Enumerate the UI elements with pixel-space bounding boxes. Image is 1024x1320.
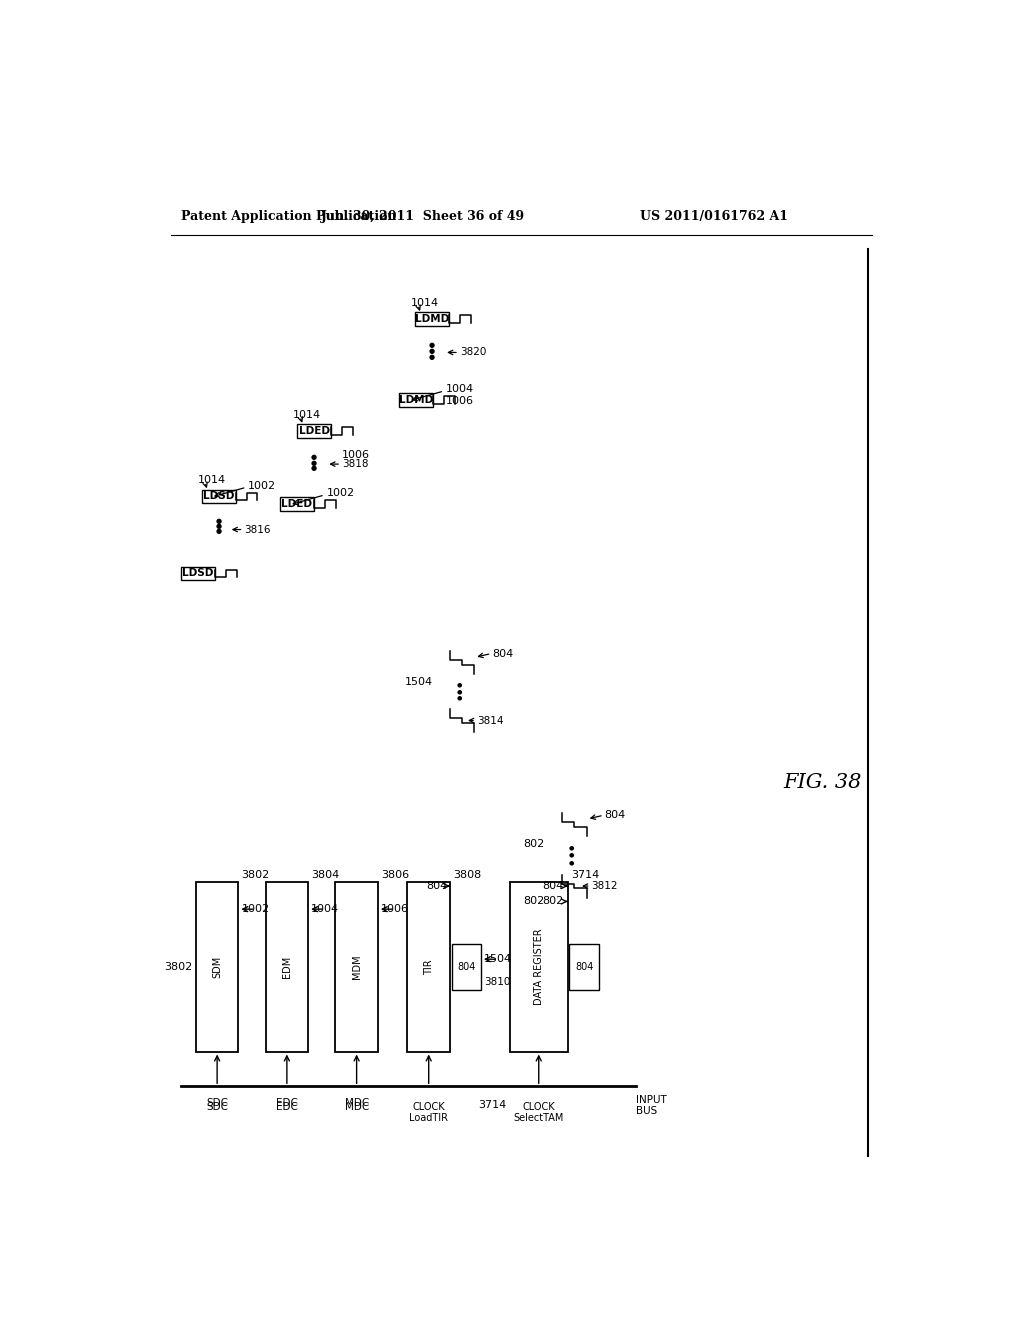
Text: ●: ●: [429, 354, 435, 359]
Text: SDC: SDC: [206, 1098, 228, 1107]
Text: LDMD: LDMD: [415, 314, 449, 325]
Text: 3818: 3818: [342, 459, 369, 469]
Text: Patent Application Publication: Patent Application Publication: [180, 210, 396, 223]
Text: ●: ●: [429, 342, 435, 348]
Text: 1002: 1002: [327, 488, 354, 499]
Text: 1006: 1006: [381, 904, 409, 915]
Text: MDC: MDC: [344, 1102, 369, 1111]
Text: 3806: 3806: [381, 870, 410, 879]
Text: DATA REGISTER: DATA REGISTER: [534, 928, 544, 1006]
Text: SDC: SDC: [206, 1102, 228, 1111]
Text: 1504: 1504: [404, 677, 432, 686]
Bar: [202, 490, 236, 503]
Text: 1006: 1006: [445, 396, 474, 407]
Text: 3802: 3802: [165, 962, 193, 972]
Text: 802: 802: [523, 838, 545, 849]
Bar: [297, 424, 331, 438]
Text: FIG. 38: FIG. 38: [783, 772, 861, 792]
Bar: [569, 944, 599, 990]
Text: 804: 804: [426, 880, 447, 891]
Text: US 2011/0161762 A1: US 2011/0161762 A1: [640, 210, 787, 223]
Text: 1004: 1004: [311, 904, 339, 915]
Text: ●: ●: [216, 528, 222, 533]
Bar: [510, 882, 568, 1052]
Bar: [408, 882, 450, 1052]
Text: 1002: 1002: [242, 904, 269, 915]
Text: LDED: LDED: [282, 499, 312, 510]
Text: ●: ●: [568, 861, 574, 866]
Text: 1504: 1504: [484, 954, 512, 964]
Text: 3820: 3820: [460, 347, 486, 358]
Text: SelectTAM: SelectTAM: [514, 1113, 564, 1123]
Bar: [280, 498, 314, 511]
Text: EDM: EDM: [282, 956, 292, 978]
Text: 3714: 3714: [571, 870, 599, 879]
Text: 3810: 3810: [484, 977, 511, 987]
Text: 1006: 1006: [342, 450, 370, 459]
Text: ●: ●: [429, 348, 435, 354]
Text: 3814: 3814: [477, 715, 503, 726]
Text: ●: ●: [568, 853, 574, 858]
Text: ●: ●: [568, 845, 574, 850]
Text: 804: 804: [604, 810, 626, 820]
Text: ●: ●: [311, 466, 317, 471]
Bar: [180, 566, 215, 581]
Text: MDC: MDC: [344, 1098, 369, 1107]
Text: LDMD: LDMD: [399, 395, 433, 405]
Bar: [335, 882, 378, 1052]
Bar: [399, 393, 433, 407]
Text: LDSD: LDSD: [203, 491, 234, 502]
Text: 804: 804: [542, 880, 563, 891]
Text: ●: ●: [456, 689, 462, 694]
Bar: [265, 882, 308, 1052]
Text: ●: ●: [311, 459, 317, 466]
Text: Jun. 30, 2011  Sheet 36 of 49: Jun. 30, 2011 Sheet 36 of 49: [321, 210, 524, 223]
Text: 3804: 3804: [311, 870, 340, 879]
Bar: [415, 313, 449, 326]
Text: SDM: SDM: [212, 956, 222, 978]
Text: ●: ●: [216, 519, 222, 524]
Text: MDM: MDM: [351, 954, 361, 979]
Text: LoadTIR: LoadTIR: [410, 1113, 449, 1123]
Text: 802: 802: [542, 896, 563, 907]
Text: 1014: 1014: [293, 409, 322, 420]
Text: 804: 804: [457, 962, 475, 972]
Text: 804: 804: [493, 648, 513, 659]
Text: 3802: 3802: [242, 870, 269, 879]
Text: 1014: 1014: [411, 298, 439, 308]
Text: ●: ●: [456, 696, 462, 701]
Text: 802: 802: [523, 896, 545, 907]
Text: LDED: LDED: [299, 426, 330, 436]
Text: 3714: 3714: [478, 1101, 507, 1110]
Text: CLOCK: CLOCK: [413, 1102, 445, 1111]
Text: 3812: 3812: [592, 880, 617, 891]
Text: 3816: 3816: [245, 524, 270, 535]
Text: 3808: 3808: [453, 870, 481, 879]
Text: ●: ●: [456, 682, 462, 688]
Bar: [452, 944, 481, 990]
Bar: [196, 882, 239, 1052]
Text: 1002: 1002: [248, 480, 276, 491]
Text: EDC: EDC: [275, 1102, 298, 1111]
Text: 1004: 1004: [445, 384, 474, 395]
Text: INPUT
BUS: INPUT BUS: [636, 1094, 667, 1117]
Text: ●: ●: [216, 523, 222, 529]
Text: CLOCK: CLOCK: [522, 1102, 555, 1111]
Text: ●: ●: [311, 454, 317, 459]
Text: EDC: EDC: [275, 1098, 298, 1107]
Text: 804: 804: [574, 962, 593, 972]
Text: 1014: 1014: [198, 475, 226, 486]
Text: TIR: TIR: [424, 960, 434, 974]
Text: LDSD: LDSD: [182, 569, 213, 578]
